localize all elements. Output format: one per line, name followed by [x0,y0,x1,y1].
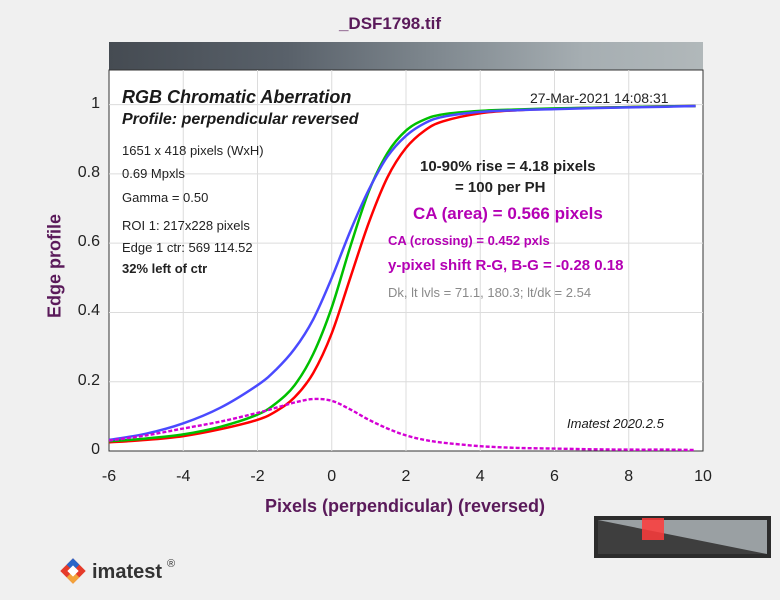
x-tick-label: 4 [475,468,485,485]
x-tick-label: -4 [176,468,191,485]
y-tick-label: 0.4 [77,302,100,320]
info-position: 32% left of ctr [122,261,208,276]
x-tick-label: 0 [327,468,337,485]
info-edge-center: Edge 1 ctr: 569 114.52 [122,240,253,255]
x-tick-label: 6 [550,468,559,485]
x-axis-label: Pixels (perpendicular) (reversed) [264,496,546,516]
y-tick-label: 0.2 [77,371,100,389]
ca-area-annotation: CA (area) = 0.566 pixels [413,204,603,223]
x-tick-label: 8 [624,468,634,485]
roi-thumbnail [594,516,771,558]
x-tick-label: -2 [250,468,265,485]
imatest-logo-icon [60,558,86,584]
ca-crossing-annotation: CA (crossing) = 0.452 pxls [388,233,550,248]
x-tick-label: 10 [694,468,712,485]
info-roi: ROI 1: 217x228 pixels [122,218,250,233]
y-tick-label: 0.8 [77,163,100,181]
x-tick-label: 2 [401,468,411,485]
timestamp: 27-Mar-2021 14:08:31 [530,90,669,106]
grid-lines [109,70,703,451]
registered-mark: ® [167,558,176,570]
y-tick-label: 0.6 [77,233,100,251]
rise-annotation: 10-90% rise = 4.18 pixels [420,158,596,175]
edge-image-strip [109,42,703,70]
levels-annotation: Dk, lt lvls = 71.1, 180.3; lt/dk = 2.54 [388,285,592,300]
rise-per-ph-annotation: = 100 per PH [455,179,546,196]
series-layer [108,104,696,452]
version-label: Imatest 2020.2.5 [567,416,664,431]
y-tick-label: 1 [91,94,100,112]
blue-edge-curve [108,104,696,442]
pixel-shift-annotation: y-pixel shift R-G, B-G = -0.28 0.18 [388,257,624,274]
ca-difference-curve [108,397,696,452]
info-dimensions: 1651 x 418 pixels (WxH) [122,143,264,158]
chart-subtitle: Profile: perpendicular reversed [122,111,359,128]
info-megapixels: 0.69 Mpxls [122,166,185,181]
figure-title: _DSF1798.tif [338,14,442,33]
y-tick-label: 0 [91,441,100,458]
imatest-logo-text: imatest [92,561,163,583]
info-gamma: Gamma = 0.50 [122,190,209,205]
chart-title: RGB Chromatic Aberration [122,87,352,107]
x-tick-label: -6 [101,468,117,485]
y-axis-label: Edge profile [44,213,65,319]
